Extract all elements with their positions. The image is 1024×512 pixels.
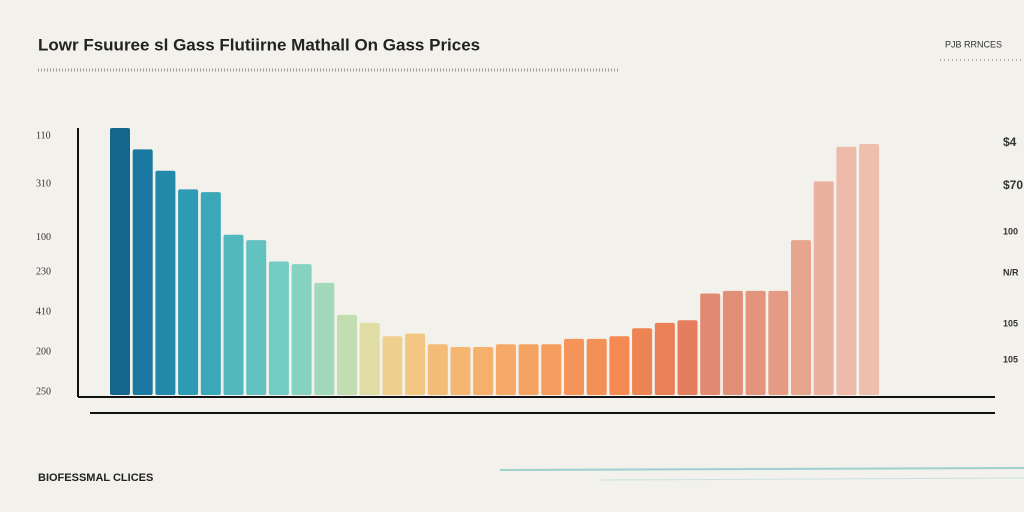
corner-label: PJB RRNCES	[945, 39, 1002, 49]
y-tick-label: 410	[36, 307, 51, 318]
annotation: 105	[1003, 354, 1018, 364]
chart-title: Lowr Fsuuree sl Gass Flutiirne Mathall O…	[38, 35, 480, 54]
bar	[291, 264, 312, 395]
y-tick-label: 310	[36, 178, 51, 189]
footer-rule	[499, 467, 1024, 471]
bar	[700, 293, 721, 395]
y-tick-label: 100	[36, 232, 51, 243]
bar	[223, 234, 244, 395]
bar	[405, 333, 426, 395]
bar	[859, 144, 880, 395]
bar	[632, 328, 653, 395]
bar	[337, 314, 357, 395]
annotation: 105	[1003, 318, 1018, 328]
bar	[836, 146, 857, 395]
bar	[518, 344, 539, 395]
bar	[654, 322, 675, 395]
y-tick-label: 250	[36, 387, 51, 398]
bar	[178, 189, 199, 395]
footer-rule	[599, 477, 1024, 481]
bar	[246, 240, 267, 395]
bar	[450, 346, 471, 395]
bar	[677, 320, 698, 395]
bar	[791, 240, 811, 395]
bar	[813, 181, 834, 395]
y-tick-label: 110	[36, 130, 51, 141]
bar	[268, 261, 289, 395]
bar	[722, 290, 743, 395]
bar	[473, 346, 494, 395]
bar	[495, 344, 516, 395]
y-tick-label: 230	[36, 266, 51, 277]
y-tick-label: 200	[36, 347, 51, 358]
bar	[768, 290, 789, 395]
bar	[586, 338, 607, 395]
annotation: N/R	[1003, 267, 1019, 277]
bar	[745, 290, 766, 395]
bar	[609, 336, 630, 395]
bar	[132, 149, 153, 395]
bar	[314, 282, 335, 395]
bar	[564, 338, 584, 395]
bar	[200, 192, 221, 395]
bar	[359, 322, 380, 395]
bar	[110, 128, 130, 395]
bar	[155, 170, 176, 395]
bar	[541, 344, 562, 395]
bar	[382, 336, 403, 395]
annotation: $70	[1003, 178, 1023, 192]
footer: BIOFESSMAL CLICES	[38, 472, 153, 484]
annotation: $4	[1003, 135, 1017, 149]
annotation: 100	[1003, 226, 1018, 236]
bar	[427, 344, 448, 395]
